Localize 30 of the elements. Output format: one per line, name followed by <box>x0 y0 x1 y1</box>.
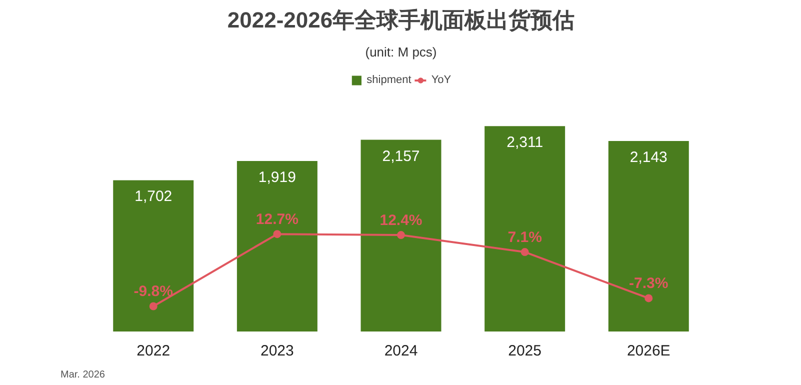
point <box>397 231 405 240</box>
data-label: -9.8% <box>134 283 173 300</box>
data-label: 1,919 <box>258 168 296 186</box>
x-tick-label: 2026E <box>626 342 670 360</box>
x-tick-label: 2025 <box>508 342 542 360</box>
bar <box>113 180 194 332</box>
point <box>644 294 653 302</box>
point <box>149 302 158 310</box>
text: Mar. 2026 <box>60 370 106 380</box>
x-tick-label: 2022 <box>136 342 170 360</box>
data-label: 2,143 <box>630 149 668 166</box>
bar <box>608 141 689 332</box>
data-label: 1,702 <box>134 188 172 206</box>
chart-title: 2022-2026年全球手机面板出货预估 <box>227 8 575 32</box>
legend-label: YoY <box>431 74 452 86</box>
legend-label: shipment <box>366 74 412 86</box>
data-label: 2,157 <box>382 148 420 165</box>
x-tick-label: 2024 <box>384 342 418 360</box>
point <box>520 248 529 256</box>
data-label: -7.3% <box>629 275 668 292</box>
x-tick-label: 2023 <box>260 342 294 360</box>
point <box>273 230 282 238</box>
data-label: 7.1% <box>508 229 542 246</box>
bar <box>484 126 566 332</box>
data-label: 12.7% <box>256 211 298 228</box>
data-label: 2,311 <box>506 134 544 152</box>
bar <box>236 160 318 332</box>
data-label: 12.4% <box>380 212 422 230</box>
chart-subtitle: (unit: M pcs) <box>365 44 437 60</box>
bar <box>360 140 442 332</box>
